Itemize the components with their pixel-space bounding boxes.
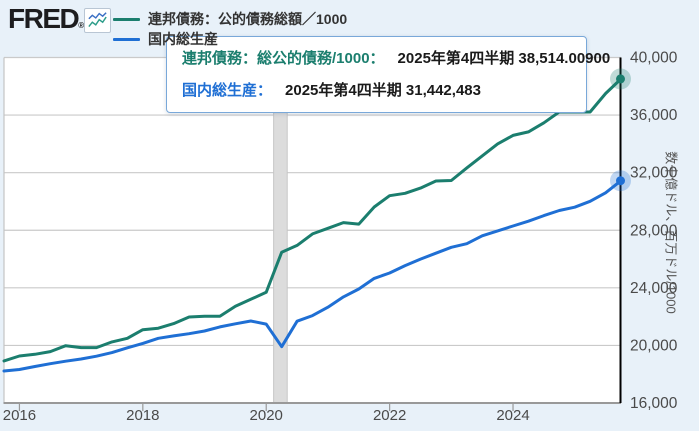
series-line-federal-debt[interactable]: [2, 77, 623, 363]
legend-label-federal-debt: 連邦債務：公的債務総額／1000: [148, 11, 348, 27]
x-tick-label: 2022: [373, 407, 406, 424]
legend-item-federal-debt[interactable]: 連邦債務：公的債務総額／1000: [113, 9, 347, 29]
chart-legend: 連邦債務：公的債務総額／1000 国内総生産: [113, 9, 347, 49]
y-tick-label: 36,000: [630, 107, 678, 124]
x-tick-label: 2020: [250, 407, 283, 424]
y-tick-label: 20,000: [630, 337, 678, 354]
tooltip-value-gdp: 2025年第4四半期 31,442,483: [285, 82, 481, 99]
tooltip-row-federal-debt: 連邦債務：総公的債務/1000： 2025年第4四半期 38,514.00900: [182, 47, 610, 68]
x-tick-label: 2018: [126, 407, 159, 424]
y-tick-label: 40,000: [630, 50, 678, 67]
tooltip-value-federal-debt: 2025年第4四半期 38,514.00900: [397, 50, 611, 67]
recession-band: [273, 57, 288, 403]
fred-sparkline-icon: [84, 8, 111, 33]
hover-point-federal-debt[interactable]: [616, 74, 625, 84]
y-tick-label: 32,000: [630, 165, 678, 182]
y-tick-label: 24,000: [630, 280, 678, 297]
tooltip-row-gdp: 国内総生産： 2025年第4四半期 31,442,483: [182, 79, 571, 100]
chart-header: FRED® 連邦債務：公的債務総額／1000 国内総生産: [0, 0, 699, 56]
legend-label-gdp: 国内総生産: [148, 31, 218, 47]
y-tick-label: 16,000: [630, 395, 678, 412]
chart-tooltip: 連邦債務：総公的債務/1000： 2025年第4四半期 38,514.00900 …: [166, 36, 610, 113]
hover-point-gdp[interactable]: [616, 176, 625, 186]
series-color-dash-federal-debt: [113, 17, 140, 21]
fred-logo[interactable]: FRED®: [8, 3, 84, 35]
tooltip-label-federal-debt: 連邦債務：総公的債務/1000：: [182, 50, 385, 67]
x-tick-label: 2024: [496, 407, 529, 424]
y-tick-label: 28,000: [630, 222, 678, 239]
tooltip-label-gdp: 国内総生産：: [182, 82, 273, 99]
legend-item-gdp[interactable]: 国内総生産: [113, 29, 347, 49]
x-tick-label: 2016: [3, 407, 36, 424]
series-line-gdp[interactable]: [2, 179, 623, 373]
y-axis-title: 数十億ドル、百万ドル/1000: [663, 151, 679, 314]
fred-logo-text: FRED: [8, 3, 80, 34]
registered-mark: ®: [78, 21, 85, 30]
series-color-dash-gdp: [113, 37, 140, 41]
